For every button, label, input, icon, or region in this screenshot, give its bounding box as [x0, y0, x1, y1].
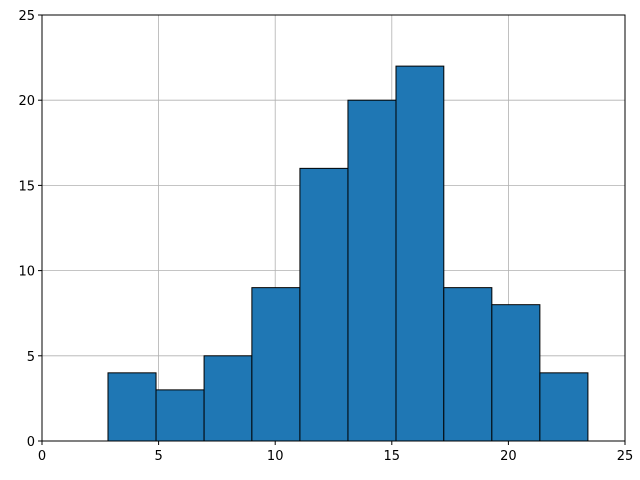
bar: [491, 304, 541, 442]
x-tick-label: 15: [384, 449, 401, 464]
bar: [299, 167, 349, 442]
bar: [395, 65, 445, 442]
x-tick-label: 5: [154, 449, 162, 464]
y-tick-label: 25: [18, 9, 35, 24]
y-tick-label: 5: [27, 350, 35, 365]
bar: [347, 99, 397, 442]
x-tick-label: 10: [267, 449, 284, 464]
bar: [443, 287, 493, 442]
x-tick-label: 25: [617, 449, 634, 464]
y-tick-label: 20: [18, 94, 35, 109]
x-tick-label: 0: [38, 449, 46, 464]
bar: [155, 389, 205, 442]
y-tick-label: 15: [18, 179, 35, 194]
bar: [539, 372, 589, 442]
bar: [107, 372, 157, 442]
y-tick-label: 10: [18, 265, 35, 280]
x-tick-label: 20: [500, 449, 517, 464]
bar: [203, 355, 253, 442]
bar: [251, 287, 301, 442]
y-tick-label: 0: [27, 435, 35, 450]
plot-frame: [41, 14, 626, 442]
